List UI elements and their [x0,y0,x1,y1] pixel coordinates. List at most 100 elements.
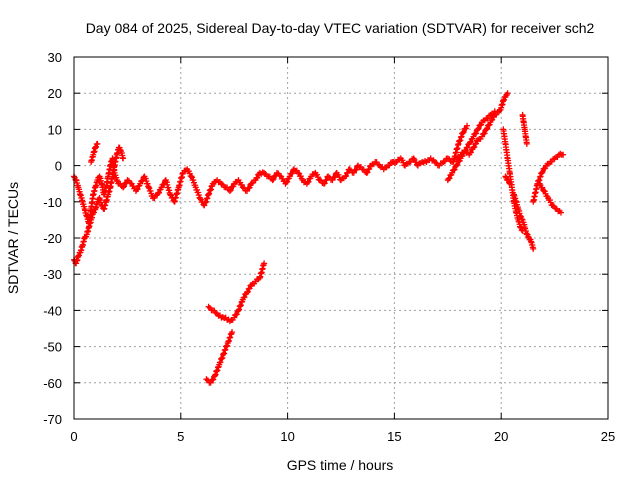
data-point [372,158,382,168]
data-point [205,303,215,314]
y-tick-label: 0 [55,159,62,174]
data-point [137,174,147,187]
data-point [466,145,476,158]
y-tick-label: -60 [43,376,62,391]
data-point [338,175,347,184]
data-point [547,156,557,165]
data-point [500,94,508,104]
data-point [538,165,549,176]
data-point [209,307,219,316]
data-point [560,151,567,158]
data-point [115,180,125,190]
data-point [466,135,476,147]
data-point [449,163,459,176]
data-point [402,160,411,169]
data-point [504,177,513,186]
data-point [506,180,513,187]
x-tick-label: 10 [280,429,294,444]
data-point [525,235,534,243]
data-point [269,172,280,184]
x-tick-label: 20 [494,429,508,444]
data-point [325,173,335,183]
data-point [218,180,228,191]
data-point [478,127,489,140]
y-tick-label: 20 [48,86,62,101]
data-point [457,149,468,162]
data-point [444,155,454,165]
data-point [376,162,386,171]
series-track-h [502,173,513,187]
y-tick-label: -10 [43,195,62,210]
data-point [75,249,83,260]
data-point [231,178,241,187]
data-point [440,155,450,165]
data-point [239,290,250,303]
y-tick-label: -30 [43,267,62,282]
data-point [256,169,266,177]
series-track-e [451,122,471,162]
y-tick-label: 10 [48,122,62,137]
x-tick-label: 5 [177,429,184,444]
axis-ticks: 0 5 10 15 20 25 -70 -60 -50 -40 -30 -20 -10 0 10 20 30 [43,50,615,444]
data-point [502,173,510,183]
data-point [436,160,446,169]
data-point [132,182,143,194]
data-point [431,158,441,169]
data-point [517,213,525,223]
series-track-b [71,144,127,267]
data-point [92,141,100,151]
series-track-i [519,111,530,147]
series-track-m [205,260,268,325]
data-point [226,183,237,194]
data-point [470,127,480,140]
data-point [222,314,232,323]
data-point [555,150,565,158]
data-point [491,109,501,118]
data-point [523,140,530,147]
data-point [226,316,236,325]
series-track-k [536,180,565,216]
data-point [410,155,421,168]
data-point [291,166,300,174]
data-point [179,167,189,176]
data-point [231,308,241,321]
data-point [115,144,124,153]
series-track-g [511,191,537,252]
data-point [406,156,416,165]
data-point [384,159,394,169]
data-point [517,224,525,234]
y-tick-label: 30 [48,50,62,65]
data-point [427,155,437,164]
data-point [350,163,361,176]
data-point [502,91,510,100]
y-axis-label: SDTVAR / TECUs [5,182,21,294]
x-tick-label: 0 [70,429,77,444]
y-tick-label: -50 [43,340,62,355]
series-track-a [71,90,511,227]
data-point [207,373,218,386]
data-point [553,206,563,215]
data-point [393,156,403,165]
data-point [346,166,356,176]
grid-lines [74,57,608,419]
series-track-l [203,329,236,386]
data-point [530,245,537,252]
y-tick-label: -70 [43,412,62,427]
data-point [261,260,268,267]
data-point [504,90,511,97]
data-point [214,177,223,186]
data-marks [71,90,567,386]
data-point [239,184,249,194]
data-point [90,206,98,216]
data-point [295,169,305,182]
data-point [523,231,532,240]
data-point [459,125,470,137]
data-point [261,169,270,180]
data-point [120,179,130,191]
data-point [235,177,245,188]
data-point [81,233,90,241]
data-point [551,153,561,162]
series-track-j [530,150,567,205]
data-point [453,157,463,169]
